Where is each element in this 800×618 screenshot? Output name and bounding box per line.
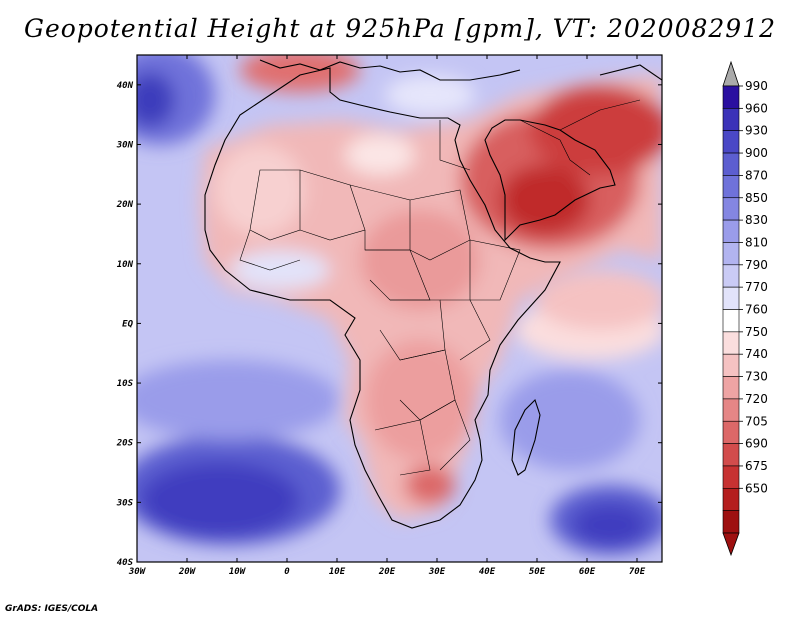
legend-level-label: 760: [745, 303, 768, 317]
credit-label: GrADS: IGES/COLA: [5, 604, 99, 614]
lon-tick-label: 10E: [329, 567, 346, 577]
legend-level-label: 870: [745, 168, 768, 182]
legend-swatch: [722, 242, 740, 266]
legend-swatch: [722, 465, 740, 489]
legend-level-label: 720: [745, 392, 768, 406]
lon-tick-label: 50E: [529, 567, 546, 577]
map-axes: 30W 20W 10W 0 10E 20E 30E 40E 50E 60E 70E 40N 30N 20N…: [116, 55, 662, 577]
legend-level-label: 705: [745, 414, 768, 428]
lon-tick-label: 30E: [428, 567, 446, 577]
lat-tick-label: 10N: [117, 260, 134, 270]
legend-level-label: 675: [745, 459, 768, 473]
legend-level-label: 850: [745, 191, 768, 205]
lat-tick-label: 40N: [117, 81, 134, 91]
lat-tick-label: 40S: [117, 558, 134, 568]
legend-level-label: 990: [745, 79, 768, 93]
legend-swatch: [722, 398, 740, 422]
legend-arrow-bottom: [722, 532, 740, 557]
legend-swatch: [722, 152, 740, 176]
legend-swatch: [722, 175, 740, 199]
legend-level-label: 650: [745, 481, 768, 495]
legend-swatch: [722, 219, 740, 243]
color-legend: 990 960 930 900 870 850 830 810 790 770 760 750 740 7…: [722, 60, 768, 557]
legend-swatch: [722, 510, 740, 534]
legend-swatch: [722, 420, 740, 444]
legend-level-label: 960: [745, 101, 768, 115]
lon-tick-label: 0: [284, 567, 290, 577]
legend-swatch: [722, 487, 740, 511]
legend-swatch: [722, 443, 740, 467]
legend-swatch: [722, 197, 740, 221]
legend-arrow-top: [722, 60, 740, 87]
lon-tick-label: 10W: [229, 567, 247, 577]
legend-level-label: 830: [745, 213, 768, 227]
lat-tick-label: 20S: [116, 439, 134, 449]
coastlines: [204, 59, 662, 529]
legend-swatch: [722, 85, 740, 109]
legend-level-label: 730: [745, 370, 768, 384]
chart-title: Geopotential Height at 925hPa [gpm], VT:…: [23, 14, 777, 43]
lat-tick-label: EQ: [122, 319, 133, 329]
legend-swatch: [722, 376, 740, 400]
lon-tick-label: 60E: [579, 567, 596, 577]
height-field: [137, 55, 662, 562]
lon-tick-label: 40E: [479, 567, 496, 577]
lon-tick-label: 30W: [128, 567, 147, 577]
legend-swatch: [722, 309, 740, 333]
legend-swatch: [722, 108, 740, 131]
legend-swatch: [722, 331, 740, 355]
legend-level-label: 810: [745, 235, 768, 249]
map-frame: [136, 54, 663, 563]
legend-level-label: 690: [745, 437, 768, 451]
lon-tick-label: 20E: [378, 567, 396, 577]
legend-level-label: 790: [745, 258, 768, 272]
legend-level-label: 740: [745, 347, 768, 361]
lat-tick-label: 10S: [117, 379, 134, 389]
legend-swatch: [722, 286, 740, 310]
lat-tick-label: 30S: [116, 498, 134, 508]
legend-level-label: 750: [745, 325, 768, 339]
lon-tick-label: 20W: [178, 567, 197, 577]
legend-swatch: [722, 264, 740, 288]
legend-level-label: 900: [745, 146, 768, 160]
legend-level-label: 930: [745, 124, 768, 138]
legend-swatch: [722, 130, 740, 154]
lon-tick-label: 70E: [629, 567, 646, 577]
lat-tick-label: 20N: [116, 200, 134, 210]
lat-tick-label: 30N: [116, 140, 134, 150]
legend-swatch: [722, 353, 740, 377]
country-borders: [239, 99, 641, 476]
legend-level-label: 770: [745, 280, 768, 294]
